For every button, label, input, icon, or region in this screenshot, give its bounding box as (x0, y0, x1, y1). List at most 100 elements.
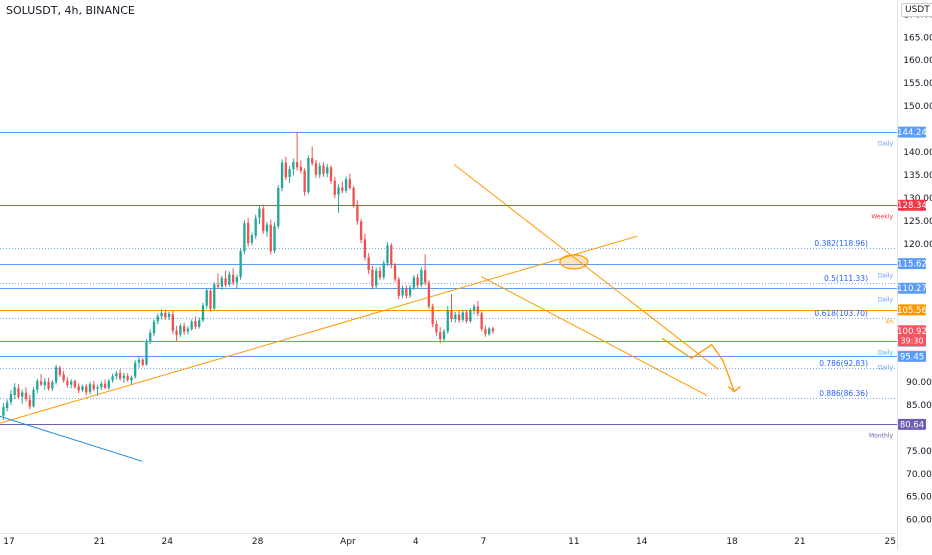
candle-body (469, 310, 472, 322)
candle-body (9, 394, 13, 403)
price-tick: 85.00 (906, 401, 932, 411)
candle-body (179, 325, 182, 335)
candle-body (322, 165, 325, 174)
candle-body (73, 380, 77, 387)
candle-body (277, 187, 280, 227)
level-price-tag-bg (898, 350, 926, 362)
projection-arrowhead (727, 385, 741, 393)
price-tick: 135.00 (903, 171, 932, 181)
candle-body (262, 208, 265, 232)
candle-body (111, 376, 114, 381)
candle-body (280, 162, 284, 188)
candle-body (446, 310, 449, 332)
time-tick: 14 (636, 537, 648, 547)
candle-body (58, 367, 62, 375)
candle-body (54, 367, 58, 383)
fib-label: 0.618(103.70) (814, 309, 868, 318)
time-tick: 4 (413, 537, 419, 547)
candle-body (141, 359, 144, 365)
candle-body (284, 162, 287, 178)
candle-body (367, 257, 370, 271)
price-tick: 155.00 (903, 79, 932, 89)
candle-body (239, 251, 242, 278)
level-tag: Daily (878, 141, 894, 148)
candle-body (149, 332, 152, 342)
candle-body (88, 384, 92, 392)
time-tick: 11 (568, 537, 579, 547)
time-tick: 28 (252, 537, 264, 547)
candle-body (491, 328, 495, 332)
candle-body (39, 381, 43, 385)
trendline (453, 164, 719, 370)
candle-body (160, 312, 163, 317)
candle-body (190, 321, 193, 329)
candle-body (386, 245, 389, 264)
price-tags: 144.24128.34115.62110.27105.5698.7695.45… (897, 126, 927, 430)
candle-body (17, 388, 20, 397)
candle-body (397, 279, 400, 296)
symbol-label[interactable]: SOLUSDT (6, 4, 58, 17)
candle-body (220, 277, 223, 287)
candle-body (66, 380, 69, 386)
candle-body (134, 362, 137, 377)
candle-body (243, 223, 246, 252)
level-price-tag: 115.62 (897, 260, 927, 270)
chart-title: SOLUSDT, 4h, BINANCE (6, 4, 135, 17)
candle-body (32, 390, 35, 407)
interval-label[interactable]: 4h (64, 4, 79, 17)
price-tick: 75.00 (906, 447, 932, 457)
level-tag: Daily (878, 350, 894, 357)
candle-body (235, 277, 239, 283)
candle-body (2, 407, 5, 416)
currency-label[interactable]: USDT (901, 3, 932, 17)
level-tag: Weekly (871, 214, 893, 221)
time-tick: Apr (340, 537, 356, 547)
candle-body (295, 162, 299, 168)
candle-body (333, 180, 336, 195)
title-separator: , (78, 4, 86, 17)
level-price-tag-bg (898, 418, 926, 430)
candle-body (85, 386, 88, 393)
level-tag: Daily (878, 297, 894, 304)
candle-body (423, 270, 427, 283)
candle-body (47, 381, 50, 389)
time-tick: 25 (884, 537, 895, 547)
level-price-tag: 105.56 (897, 306, 927, 316)
candle-body (209, 290, 212, 309)
candle-body (254, 218, 257, 236)
candle-body (5, 402, 9, 409)
level-price-tag: 80.64 (900, 420, 924, 430)
candle-body (393, 265, 397, 280)
candle-body (352, 187, 355, 205)
fib-layer: 0.382(118.96) 0.5(111.33) 0.618(103.70) 0.7… (0, 239, 897, 399)
candle-body (164, 312, 167, 318)
level-price-tag-bg (898, 258, 926, 270)
candle-body (356, 204, 359, 222)
price-tick: 65.00 (906, 493, 932, 503)
time-tick: 18 (726, 537, 738, 547)
candle-body (288, 169, 291, 177)
candle-body (318, 165, 321, 175)
candle-body (115, 373, 118, 377)
candle-body (269, 224, 272, 252)
candle-body (378, 270, 382, 278)
time-tick: 24 (161, 537, 173, 547)
candle-body (118, 373, 122, 379)
candle-body (311, 158, 314, 164)
candle-body (205, 290, 208, 306)
candle-body (344, 179, 348, 191)
price-tick: 140.00 (903, 148, 932, 158)
level-price-tag-bg (898, 304, 926, 316)
price-axis[interactable]: 170.00165.00160.00155.00150.00140.00135.… (903, 10, 932, 525)
candle-body (382, 263, 385, 278)
candle-body (186, 328, 190, 332)
time-axis[interactable]: 17 21 24 28 Apr 4 7 11 14 18 21 25 (3, 537, 896, 547)
candle-body (412, 277, 416, 288)
level-tag: Daily (878, 273, 894, 280)
candle-body (461, 312, 464, 320)
candle-body (228, 274, 231, 285)
level-tag: Monthly (869, 433, 893, 440)
candle-body (258, 208, 261, 218)
